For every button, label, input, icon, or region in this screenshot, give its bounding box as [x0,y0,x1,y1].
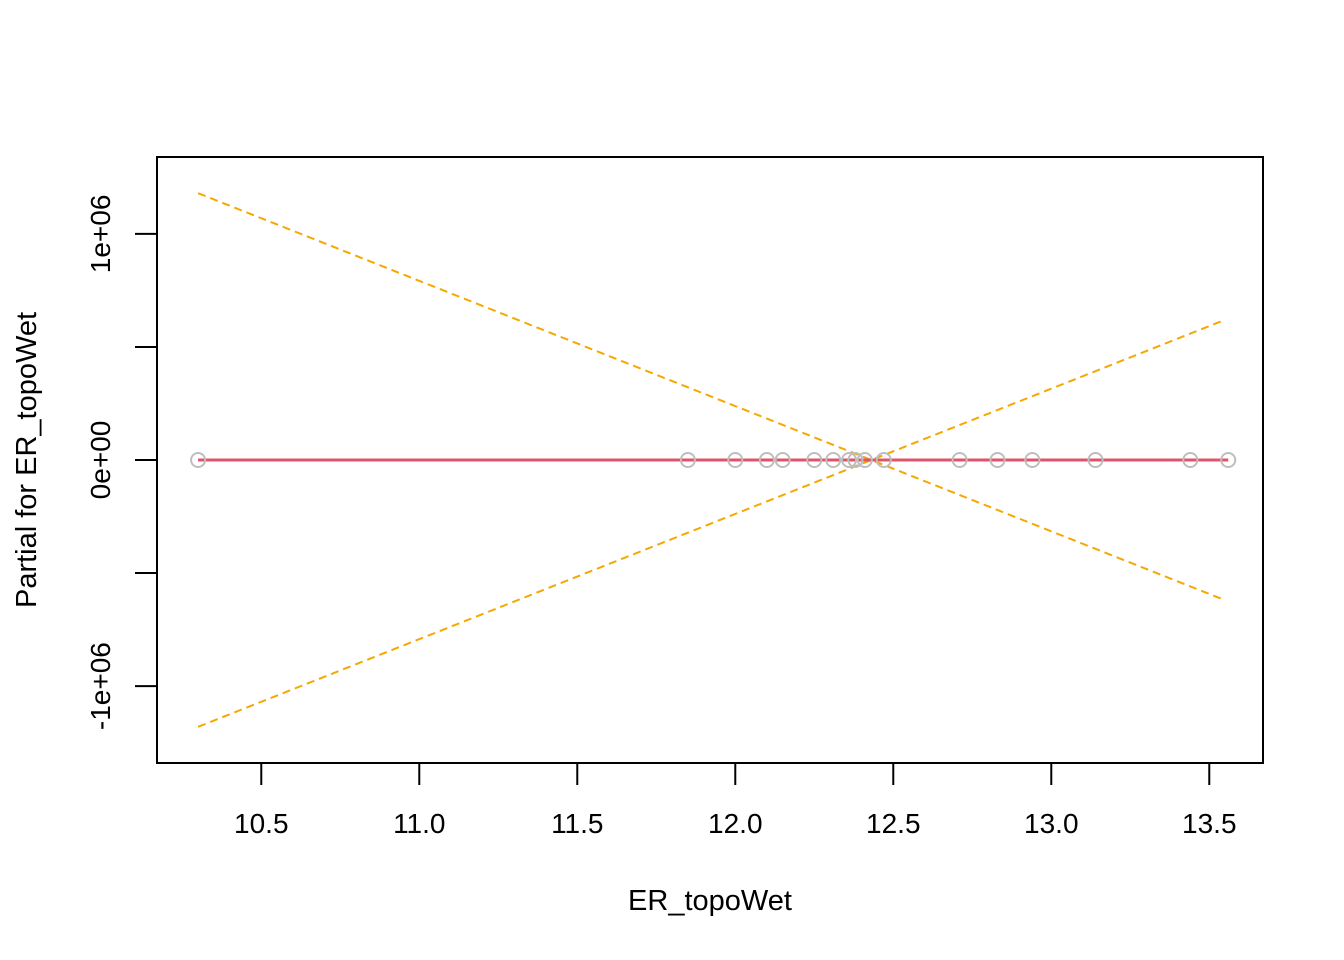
x-tick-label: 10.5 [234,808,289,839]
x-tick-label: 11.5 [551,808,603,839]
data-point [841,452,858,468]
data-point [951,452,968,468]
confidence-band-lower [197,318,1226,728]
x-tick-label: 13.5 [1182,808,1237,839]
data-point [1182,452,1199,468]
y-axis: -1e+06 0e+00 1e+06 [85,195,158,730]
x-tick-label: 12.0 [708,808,763,839]
x-tick-label: 13.0 [1024,808,1079,839]
data-points [190,452,1237,468]
data-point [1024,452,1041,468]
y-tick-label: 0e+00 [85,421,116,500]
data-point [847,452,864,468]
data-point [774,452,791,468]
confidence-band [197,192,1226,728]
x-tick-label: 12.5 [866,808,921,839]
data-point [190,452,207,468]
x-axis-title: ER_topoWet [628,885,792,917]
data-point [875,452,892,468]
y-axis-title: Partial for ER_topoWet [11,312,43,608]
data-point [856,452,873,468]
data-point [758,452,775,468]
y-tick-label: -1e+06 [85,642,116,730]
x-tick-label: 11.0 [393,808,445,839]
data-point [825,452,842,468]
data-point [806,452,823,468]
data-point [679,452,696,468]
y-tick-label: 1e+06 [85,195,116,274]
confidence-band-upper [197,192,1226,602]
data-point [989,452,1006,468]
data-point [1087,452,1104,468]
data-point [1220,452,1237,468]
data-point [727,452,744,468]
x-axis: 10.5 11.0 11.5 12.0 12.5 13.0 13.5 [234,762,1237,839]
